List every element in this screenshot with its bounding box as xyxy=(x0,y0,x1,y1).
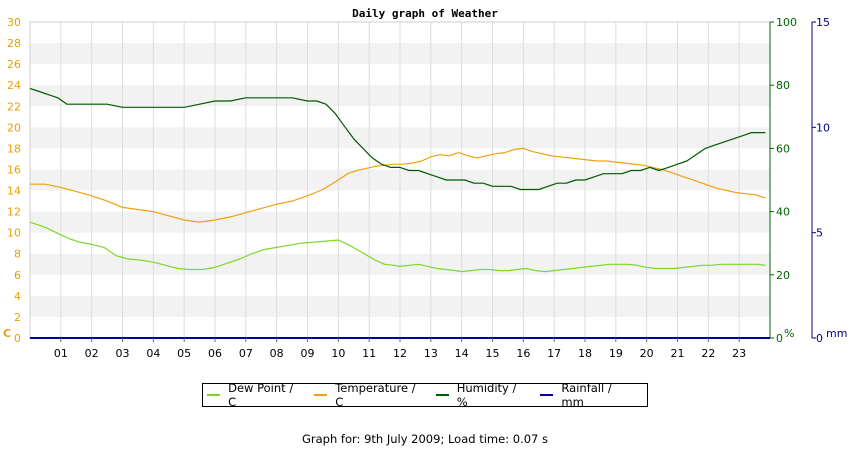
right-axis-1-tick-label: 100 xyxy=(776,16,797,29)
left-tick-label: 20 xyxy=(7,121,21,134)
left-tick-label: 8 xyxy=(14,248,21,261)
legend-item: Humidity / % xyxy=(435,381,527,409)
x-tick-label: 01 xyxy=(54,347,68,360)
legend-label: Dew Point / C xyxy=(228,381,294,409)
x-tick-label: 15 xyxy=(486,347,500,360)
legend-item: Rainfall / mm xyxy=(540,381,633,409)
left-tick-label: 30 xyxy=(7,16,21,29)
legend-swatch xyxy=(207,394,221,396)
left-tick-label: 10 xyxy=(7,227,21,240)
right-axis-2-unit: mm xyxy=(826,327,847,340)
x-tick-label: 23 xyxy=(732,347,746,360)
footer-text: Graph for: 9th July 2009; Load time: 0.0… xyxy=(302,432,548,446)
right-axis-2-tick-label: 10 xyxy=(816,121,830,134)
series-line-dew xyxy=(29,221,766,273)
x-tick-label: 08 xyxy=(270,347,284,360)
legend-swatch xyxy=(435,394,449,396)
x-tick-label: 09 xyxy=(301,347,315,360)
right-axis-1-tick-label: 40 xyxy=(776,206,790,219)
x-tick-label: 20 xyxy=(640,347,654,360)
x-tick-label: 02 xyxy=(85,347,99,360)
x-tick-label: 17 xyxy=(547,347,561,360)
right-axis-1-tick-label: 80 xyxy=(776,79,790,92)
x-tick-label: 07 xyxy=(239,347,253,360)
x-tick-label: 12 xyxy=(393,347,407,360)
series-line-humidity xyxy=(29,87,766,191)
right-axis-1-tick-label: 60 xyxy=(776,142,790,155)
left-tick-label: 22 xyxy=(7,100,21,113)
legend-label: Humidity / % xyxy=(456,381,517,409)
x-tick-label: 16 xyxy=(516,347,530,360)
x-tick-label: 18 xyxy=(578,347,592,360)
left-tick-label: 12 xyxy=(7,206,21,219)
chart-legend: Dew Point / C Temperature / C Humidity / %… xyxy=(202,381,648,409)
left-axis-unit: C xyxy=(3,327,11,340)
right-axis-1-tick-label: 20 xyxy=(776,269,790,282)
x-tick-label: 10 xyxy=(331,347,345,360)
left-tick-label: 6 xyxy=(14,269,21,282)
right-axis-1-tick-label: 0 xyxy=(776,332,783,345)
left-tick-label: 28 xyxy=(7,37,21,50)
x-tick-label: 22 xyxy=(701,347,715,360)
x-tick-label: 03 xyxy=(116,347,130,360)
legend-item: Temperature / C xyxy=(314,381,422,409)
legend-swatch xyxy=(540,394,554,396)
left-tick-label: 14 xyxy=(7,185,21,198)
x-tick-label: 13 xyxy=(424,347,438,360)
left-tick-label: 26 xyxy=(7,58,21,71)
left-tick-label: 4 xyxy=(14,290,21,303)
left-tick-label: 2 xyxy=(14,311,21,324)
legend-item: Dew Point / C xyxy=(207,381,300,409)
right-axis-2-tick-label: 15 xyxy=(816,16,830,29)
right-axis-2-tick-label: 0 xyxy=(816,332,823,345)
right-axis-2-tick-label: 5 xyxy=(816,227,823,240)
left-tick-label: 24 xyxy=(7,79,21,92)
right-axis-1-unit: % xyxy=(784,327,794,340)
legend-label: Temperature / C xyxy=(335,381,416,409)
x-tick-label: 06 xyxy=(208,347,222,360)
x-tick-label: 05 xyxy=(177,347,191,360)
x-tick-label: 21 xyxy=(671,347,685,360)
left-tick-label: 18 xyxy=(7,142,21,155)
legend-label: Rainfall / mm xyxy=(561,381,612,409)
chart-title: Daily graph of Weather xyxy=(352,7,498,20)
legend-swatch xyxy=(314,394,328,396)
x-tick-label: 11 xyxy=(362,347,376,360)
x-tick-label: 14 xyxy=(455,347,469,360)
left-tick-label: 0 xyxy=(14,332,21,345)
x-tick-label: 04 xyxy=(146,347,160,360)
x-tick-label: 19 xyxy=(609,347,623,360)
left-tick-label: 16 xyxy=(7,163,21,176)
